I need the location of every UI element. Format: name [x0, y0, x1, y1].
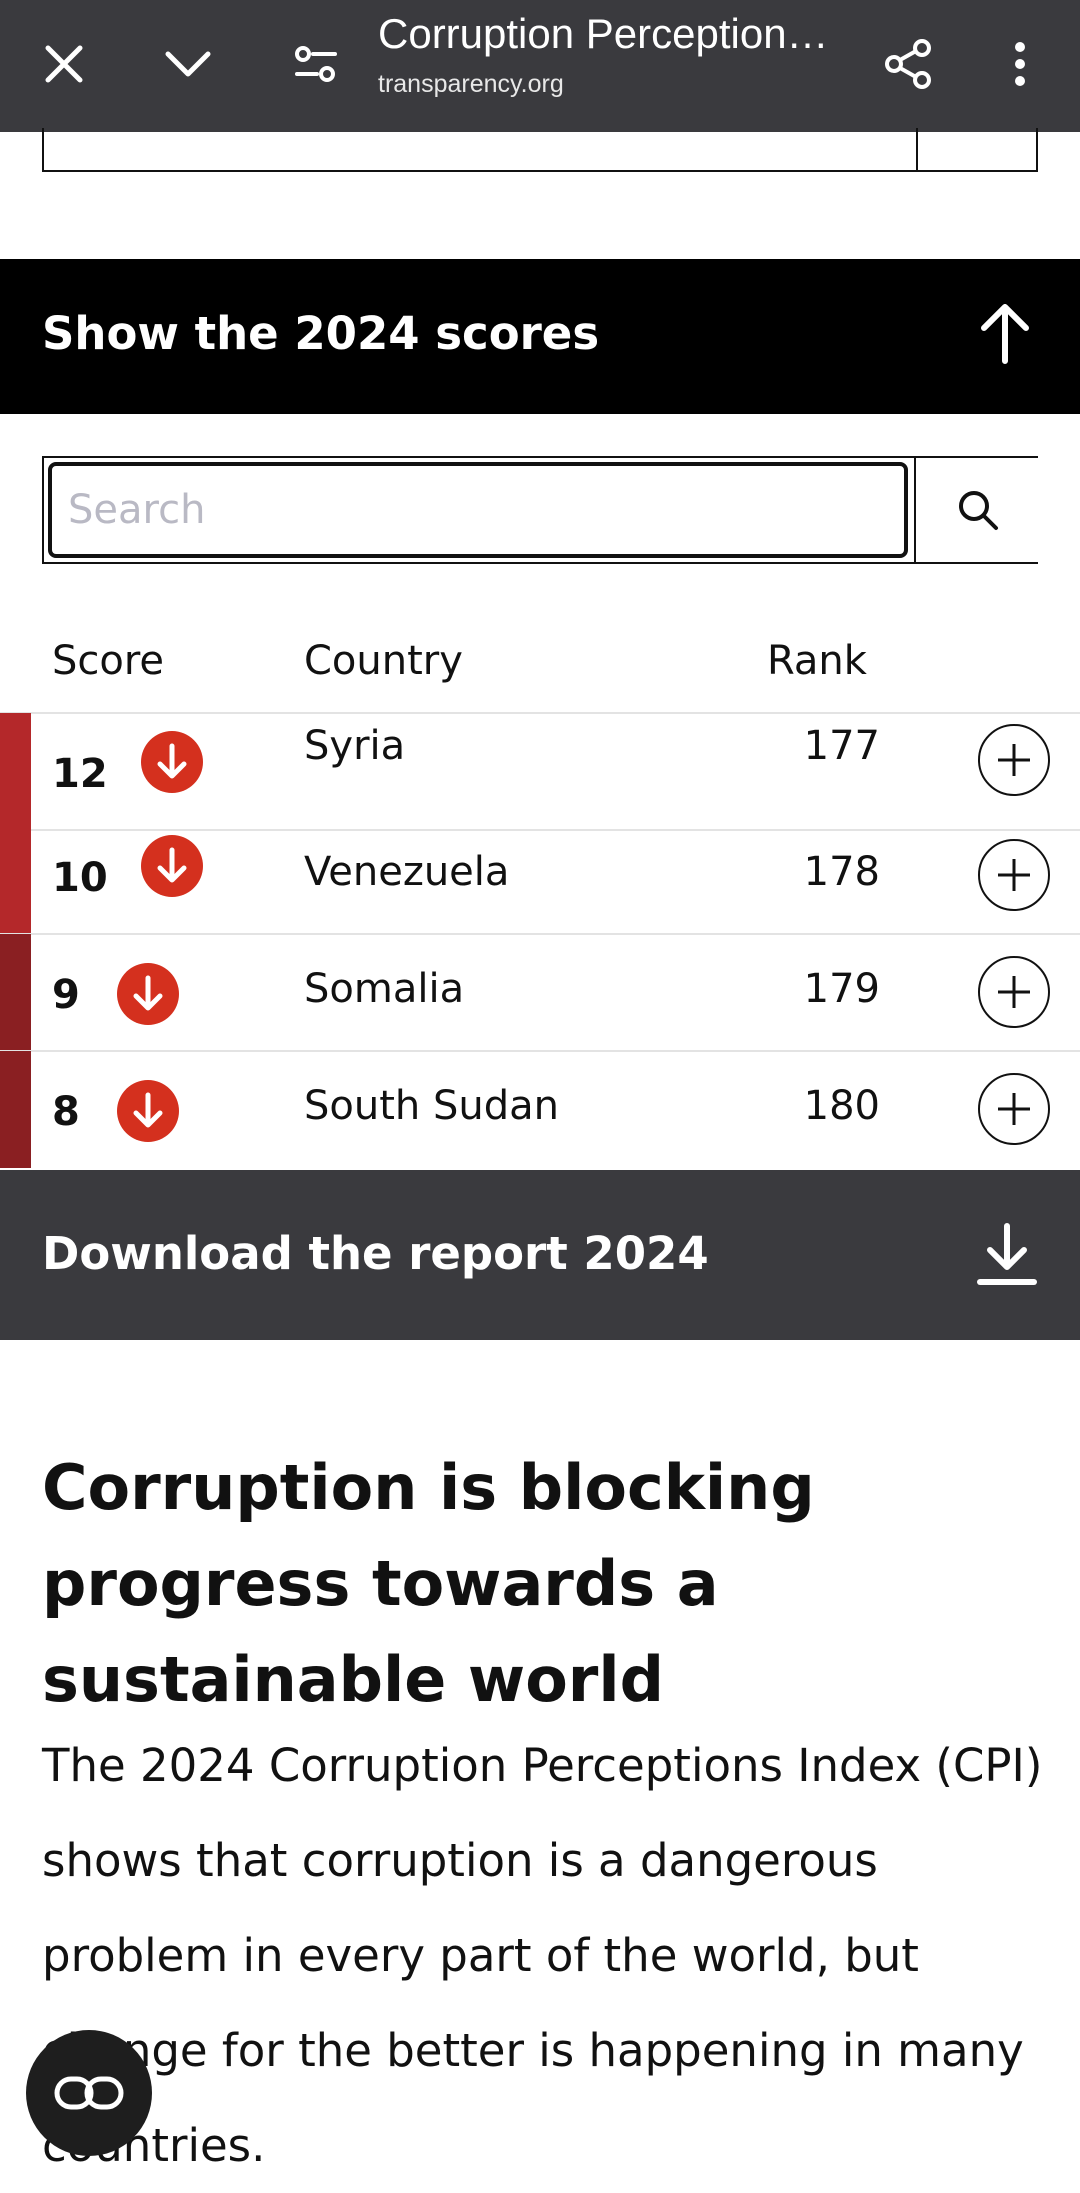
- plus-icon: [998, 859, 1030, 891]
- page-title[interactable]: Corruption Perception…: [378, 10, 829, 57]
- row-rank: 177: [803, 723, 880, 769]
- score-color-stripe: [0, 713, 31, 829]
- table-row[interactable]: 8 South Sudan 180: [0, 1051, 1080, 1168]
- trend-down-icon: [141, 835, 203, 897]
- expand-row-button[interactable]: [978, 839, 1050, 911]
- tune-icon[interactable]: [278, 26, 354, 102]
- trend-down-icon: [117, 963, 179, 1025]
- row-country: Venezuela: [304, 849, 510, 895]
- browser-toolbar: Corruption Perception… transparency.org: [0, 0, 1080, 132]
- row-country: Somalia: [304, 966, 465, 1012]
- search-bar: [42, 456, 1040, 564]
- plus-icon: [998, 976, 1030, 1008]
- trend-down-icon: [141, 731, 203, 793]
- row-country: South Sudan: [304, 1083, 559, 1129]
- trend-down-icon: [117, 1080, 179, 1142]
- previous-section-divider: [916, 128, 918, 170]
- table-row[interactable]: 9 Somalia 179: [0, 934, 1080, 1052]
- row-rank: 179: [803, 966, 880, 1012]
- search-button[interactable]: [914, 458, 1040, 562]
- chevron-down-icon[interactable]: [150, 26, 226, 102]
- share-icon[interactable]: [870, 26, 946, 102]
- header-country[interactable]: Country: [304, 638, 463, 684]
- expand-row-button[interactable]: [978, 724, 1050, 796]
- row-country: Syria: [304, 723, 406, 769]
- table-row[interactable]: 12 Syria 177: [0, 713, 1080, 831]
- article-headline: Corruption is blocking progress towards …: [42, 1451, 815, 1716]
- plus-icon: [998, 744, 1030, 776]
- row-rank: 180: [803, 1083, 880, 1129]
- article-paragraph: The 2024 Corruption Perceptions Index (C…: [42, 1739, 1043, 2172]
- row-rank: 178: [803, 849, 880, 895]
- search-input[interactable]: [48, 462, 908, 558]
- score-color-stripe: [0, 934, 31, 1050]
- row-score: 8: [52, 1089, 80, 1135]
- search-icon: [959, 491, 998, 530]
- row-score: 10: [52, 855, 108, 901]
- table-header: Score Country Rank: [0, 620, 1080, 714]
- page-url[interactable]: transparency.org: [378, 70, 564, 98]
- download-report-label: Download the report 2024: [42, 1227, 709, 1280]
- score-color-stripe: [0, 817, 31, 933]
- plus-icon: [998, 1093, 1030, 1125]
- show-scores-label: Show the 2024 scores: [42, 307, 600, 360]
- expand-row-button[interactable]: [978, 1073, 1050, 1145]
- arrow-up-icon: [981, 304, 1029, 364]
- previous-section-box: [42, 128, 1038, 172]
- row-score: 12: [52, 751, 108, 797]
- show-scores-toggle[interactable]: Show the 2024 scores: [0, 259, 1080, 414]
- header-score[interactable]: Score: [52, 638, 165, 684]
- download-report-button[interactable]: Download the report 2024: [0, 1170, 1080, 1340]
- download-icon: [977, 1223, 1037, 1285]
- reader-mode-icon: [54, 2076, 124, 2110]
- more-vert-icon[interactable]: [982, 26, 1058, 102]
- close-icon[interactable]: [26, 26, 102, 102]
- reader-mode-button[interactable]: [26, 2030, 152, 2156]
- table-row[interactable]: 10 Venezuela 178: [0, 817, 1080, 935]
- row-score: 9: [52, 972, 80, 1018]
- expand-row-button[interactable]: [978, 956, 1050, 1028]
- score-color-stripe: [0, 1051, 31, 1168]
- header-rank[interactable]: Rank: [767, 638, 867, 684]
